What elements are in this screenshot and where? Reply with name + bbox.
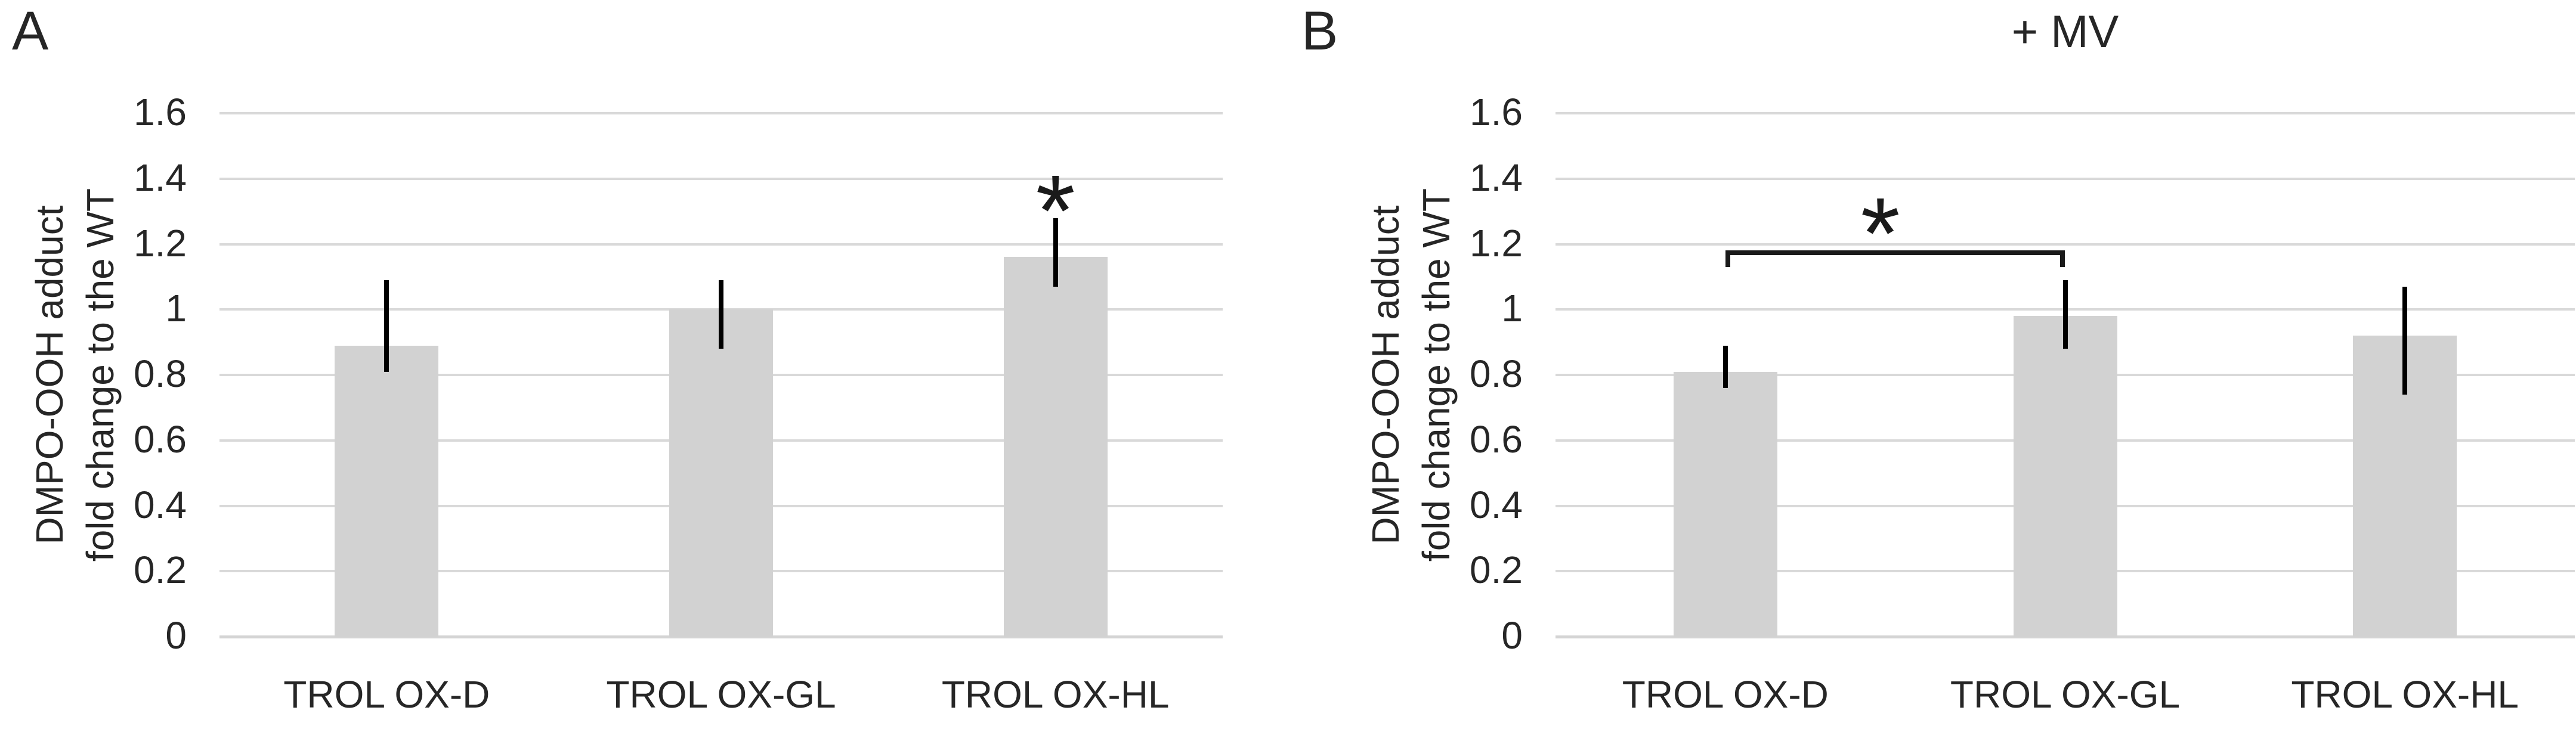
x-axis-line	[1556, 635, 2575, 638]
y-tick-label: 0.2	[1470, 548, 1523, 592]
y-tick-label: 1	[1501, 287, 1523, 330]
bar-trol-ox-gl	[669, 309, 773, 637]
y-tick-label: 0.4	[134, 483, 187, 526]
y-tick-label: 1.2	[1470, 221, 1523, 265]
panel-letter-a: A	[12, 1, 49, 61]
y-tick-label: 0.6	[1470, 417, 1523, 461]
category-label: TROL OX-GL	[1950, 673, 2181, 716]
bar-trol-ox-d	[335, 345, 439, 637]
error-bar	[2402, 286, 2408, 395]
bar-trol-ox-gl	[2013, 316, 2117, 637]
bar-trol-ox-hl	[1003, 257, 1108, 637]
y-tick-label: 0	[165, 614, 187, 657]
y-tick-label: 0.4	[1470, 483, 1523, 526]
bar-trol-ox-d	[1673, 371, 1777, 637]
y-axis-title-line1: DMPO-OOH adduct	[1364, 205, 1407, 545]
y-tick-label: 0.6	[134, 417, 187, 461]
y-tick-label: 0.2	[134, 548, 187, 592]
error-bar	[1053, 218, 1058, 287]
category-label: TROL OX-GL	[606, 673, 836, 716]
y-tick-label: 1.2	[134, 221, 187, 265]
gridline	[1556, 243, 2575, 246]
gridline	[219, 177, 1223, 180]
gridline	[219, 243, 1223, 246]
y-tick-label: 0	[1501, 614, 1523, 657]
error-bar	[719, 280, 723, 349]
y-axis-title-line2: fold change to the WT	[1415, 188, 1458, 562]
error-bar	[1723, 345, 1728, 388]
gridline	[219, 112, 1223, 114]
y-tick-label: 1	[165, 287, 187, 330]
panel-letter-b: B	[1301, 1, 1338, 61]
y-tick-label: 1.4	[1470, 156, 1523, 199]
y-tick-label: 1.6	[134, 91, 187, 134]
category-label: TROL OX-D	[1622, 673, 1829, 716]
significance-star: *	[1860, 177, 1900, 291]
y-axis-title-line1: DMPO-OOH adduct	[28, 205, 71, 545]
gridline	[1556, 112, 2575, 114]
category-label: TROL OX-D	[283, 673, 490, 716]
chart-title: + MV	[2011, 7, 2119, 57]
significance-star: *	[1035, 154, 1075, 268]
y-tick-label: 1.4	[134, 156, 187, 199]
y-tick-label: 0.8	[134, 352, 187, 395]
significance-bracket	[1725, 250, 2065, 267]
x-axis-line	[219, 635, 1223, 638]
category-label: TROL OX-HL	[941, 673, 1170, 716]
y-axis-title-line2: fold change to the WT	[79, 188, 122, 562]
error-bar	[384, 280, 389, 372]
y-tick-label: 1.6	[1470, 91, 1523, 134]
y-tick-label: 0.8	[1470, 352, 1523, 395]
error-bar	[2062, 280, 2068, 349]
gridline	[1556, 177, 2575, 180]
category-label: TROL OX-HL	[2291, 673, 2519, 716]
